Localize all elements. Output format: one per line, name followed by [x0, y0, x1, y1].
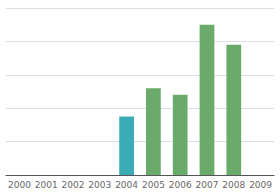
svg-text:2000: 2000: [8, 180, 31, 190]
svg-text:2008: 2008: [222, 180, 245, 190]
svg-text:2005: 2005: [142, 180, 165, 190]
svg-text:2001: 2001: [35, 180, 58, 190]
svg-text:2009: 2009: [249, 180, 272, 190]
svg-text:2007: 2007: [196, 180, 219, 190]
svg-text:2006: 2006: [169, 180, 192, 190]
svg-text:2002: 2002: [62, 180, 85, 190]
svg-text:2004: 2004: [115, 180, 138, 190]
svg-text:2003: 2003: [88, 180, 111, 190]
